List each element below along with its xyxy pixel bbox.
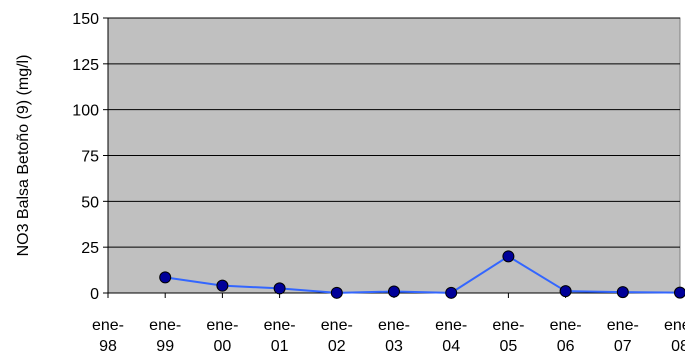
x-tick-label-line1: ene- (550, 317, 582, 334)
y-tick-label: 25 (81, 240, 99, 257)
data-point (502, 250, 515, 263)
series-path (165, 255, 681, 294)
series-line (159, 250, 685, 299)
y-tick-label: 100 (72, 103, 99, 120)
x-tick-label-line2: 00 (214, 338, 232, 355)
x-tick-label-line2: 99 (156, 338, 174, 355)
y-tick-label: 150 (72, 11, 99, 28)
x-tick-label-line2: 04 (442, 338, 460, 355)
x-tick-label-line2: 08 (671, 338, 685, 355)
x-tick-label-line2: 02 (328, 338, 346, 355)
x-tick-label-line2: 05 (500, 338, 518, 355)
data-point (674, 286, 685, 299)
y-tick-label: 125 (72, 57, 99, 74)
x-tick-label-line1: ene- (664, 317, 685, 334)
plot-area (107, 17, 681, 294)
data-point (273, 282, 286, 295)
x-tick-label-line2: 06 (557, 338, 575, 355)
x-tick-label-line1: ene- (92, 317, 124, 334)
x-tick-label-line1: ene- (149, 317, 181, 334)
y-tick-label: 75 (81, 149, 99, 166)
data-point (159, 271, 172, 284)
data-point (616, 286, 629, 299)
x-tick-label-line1: ene- (435, 317, 467, 334)
y-axis-ticks: 0 25 50 75 100 125 150 (72, 11, 108, 303)
x-tick-label-line1: ene- (264, 317, 296, 334)
x-tick-label-line1: ene- (492, 317, 524, 334)
y-tick-label: 0 (90, 286, 99, 303)
x-axis-ticks: ene- 98 ene- 99 ene- 00 ene- 01 ene- 02 ene- 03 ene-… (92, 293, 685, 355)
data-point (216, 279, 229, 292)
x-tick-label-line1: ene- (378, 317, 410, 334)
x-tick-label-line1: ene- (321, 317, 353, 334)
x-tick-label-line1: ene- (607, 317, 639, 334)
data-point (388, 285, 400, 298)
x-tick-label-line1: ene- (206, 317, 238, 334)
y-tick-label: 50 (81, 194, 99, 211)
y-axis-label: NO3 Balsa Betoño (9) (mg/l) (15, 55, 32, 257)
data-point (559, 285, 572, 298)
x-tick-label-line2: 98 (99, 338, 117, 355)
x-tick-label-line2: 01 (271, 338, 289, 355)
x-tick-label-line2: 07 (614, 338, 632, 355)
data-point (330, 286, 343, 299)
data-point (445, 286, 458, 299)
x-tick-label-line2: 03 (385, 338, 403, 355)
